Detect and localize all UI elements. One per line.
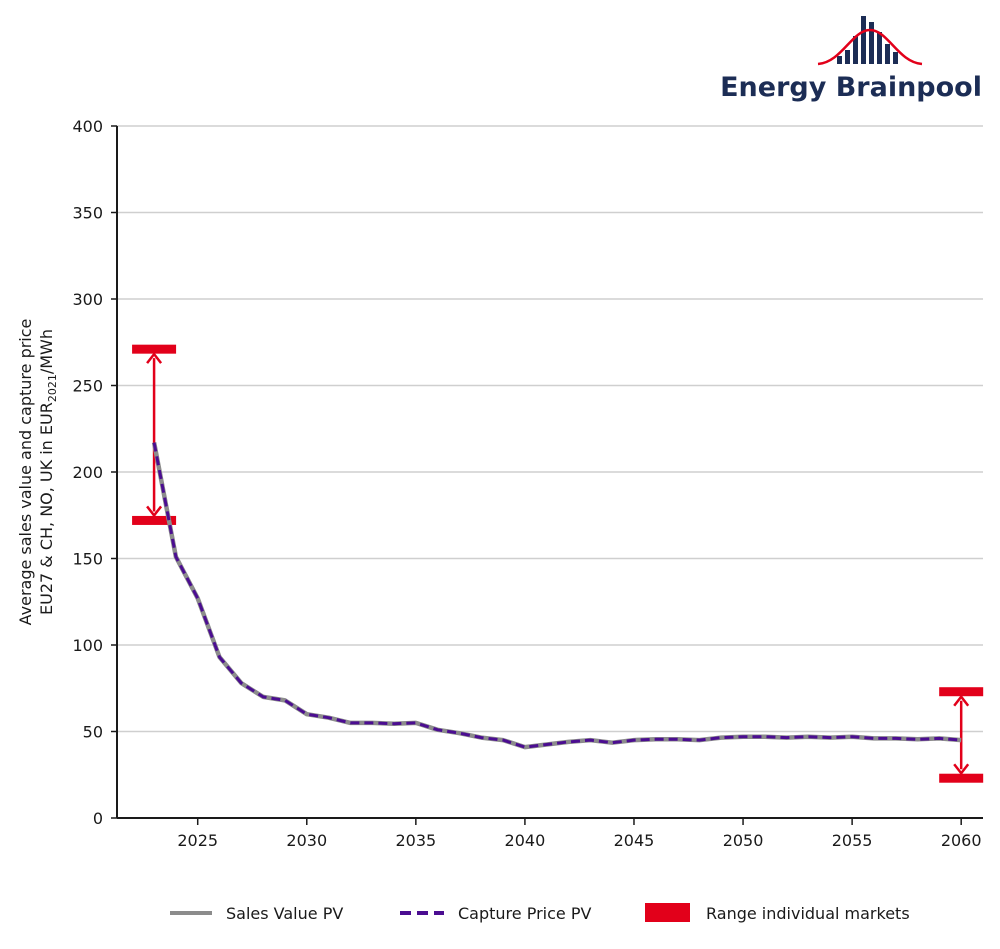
y-tick-label-350: 350 [72, 204, 103, 223]
range-cap-low [939, 773, 984, 783]
x-tick-label-2025: 2025 [177, 831, 218, 850]
range-marker-2060 [939, 687, 984, 783]
range-marker-2023 [132, 344, 177, 525]
y-tick-label-50: 50 [83, 723, 103, 742]
y-tick-label-250: 250 [72, 377, 103, 396]
brand-logo-bars [837, 16, 898, 64]
brand-logo: Energy Brainpool [720, 16, 982, 103]
y-axis-title-line2: EU27 & CH, NO, UK in EUR2021/MWh [37, 329, 59, 615]
axes [111, 125, 983, 825]
y-axis-title-line2-suffix: /MWh [37, 329, 56, 374]
series-line-sales-value-pv [151, 442, 962, 750]
y-tick-label-200: 200 [72, 463, 103, 482]
legend-label-range: Range individual markets [706, 904, 910, 923]
range-arrow-down [146, 505, 163, 518]
x-tick-label-2035: 2035 [395, 831, 436, 850]
range-arrow-up [953, 694, 970, 707]
legend-item-capture-price: Capture Price PV [400, 904, 591, 923]
legend-item-range: Range individual markets [645, 903, 910, 923]
series-line-capture-price-pv [152, 442, 962, 749]
range-arrow-down [953, 763, 970, 776]
x-tick-label-2055: 2055 [832, 831, 873, 850]
legend: Sales Value PV Capture Price PV Range in… [170, 903, 910, 923]
brand-logo-curve [817, 28, 923, 66]
y-tick-label-150: 150 [72, 550, 103, 569]
x-tick-label-2050: 2050 [723, 831, 764, 850]
grid-lines [117, 125, 983, 733]
series-lines [151, 442, 962, 750]
y-axis-title-line1: Average sales value and capture price [16, 319, 35, 626]
legend-item-sales-value: Sales Value PV [170, 904, 343, 923]
y-axis-title-line2-subscript: 2021 [46, 374, 59, 402]
legend-label-capture-price: Capture Price PV [458, 904, 591, 923]
x-tick-labels: 2025 2030 2035 2040 2045 2050 2055 2060 [177, 831, 981, 850]
legend-label-sales-value: Sales Value PV [226, 904, 343, 923]
legend-swatch-range [645, 903, 690, 922]
range-cap-high [132, 344, 177, 354]
x-tick-label-2040: 2040 [505, 831, 546, 850]
y-axis-title-line2-prefix: EU27 & CH, NO, UK in EUR [37, 402, 56, 615]
y-tick-label-300: 300 [72, 290, 103, 309]
y-tick-label-400: 400 [72, 117, 103, 136]
range-cap-low [132, 515, 177, 525]
x-tick-label-2060: 2060 [941, 831, 982, 850]
x-tick-label-2045: 2045 [614, 831, 655, 850]
range-cap-high [939, 687, 984, 697]
range-markers [132, 344, 984, 783]
y-tick-labels: 0 50 100 150 200 250 300 350 400 [72, 117, 103, 828]
y-tick-label-0: 0 [93, 809, 103, 828]
x-tick-label-2030: 2030 [286, 831, 327, 850]
brand-name: Energy Brainpool [720, 72, 982, 103]
y-tick-label-100: 100 [72, 636, 103, 655]
range-arrow-up [146, 352, 163, 364]
